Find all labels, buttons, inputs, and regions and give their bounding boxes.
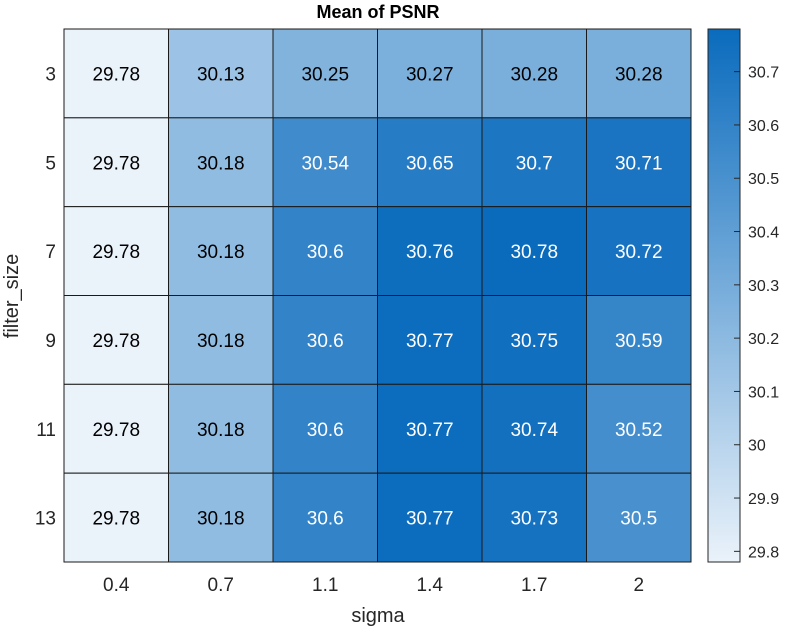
y-tick-label: 7 xyxy=(45,242,56,263)
cell-value-label: 30.71 xyxy=(615,153,663,174)
y-tick-label: 13 xyxy=(35,509,56,530)
cell-value-label: 30.18 xyxy=(197,509,245,530)
cell-value-label: 30.77 xyxy=(406,509,454,530)
cell-value-label: 29.78 xyxy=(92,242,140,263)
cell-value-label: 30.76 xyxy=(406,242,454,263)
cell-value-label: 29.78 xyxy=(92,331,140,352)
y-tick-label: 3 xyxy=(45,64,56,85)
heatmap-cell xyxy=(377,28,483,119)
heatmap-cell xyxy=(168,295,274,385)
cell-value-label: 30.18 xyxy=(197,242,245,263)
colorbar-tick-label: 30 xyxy=(748,438,766,455)
cell-value-label: 30.78 xyxy=(510,242,558,263)
heatmap-cell xyxy=(63,206,169,297)
heatmap-cell xyxy=(63,295,169,385)
colorbar-tick-label: 29.9 xyxy=(748,491,779,508)
heatmap-cell xyxy=(586,206,692,297)
heatmap-cell xyxy=(63,28,169,119)
colorbar xyxy=(707,28,741,563)
heatmap-cell xyxy=(272,295,378,385)
colorbar-tick-label: 30.2 xyxy=(748,331,779,348)
cell-value-label: 30.7 xyxy=(516,153,553,174)
cell-value-label: 30.65 xyxy=(406,153,454,174)
cell-value-label: 30.73 xyxy=(510,509,558,530)
cell-value-label: 30.54 xyxy=(301,153,349,174)
y-axis-label: filter_size xyxy=(1,254,23,338)
cell-value-label: 30.6 xyxy=(307,242,344,263)
x-tick-labels: 0.4 0.7 1.1 1.4 1.7 2 xyxy=(103,575,644,596)
x-tick-label: 1.7 xyxy=(521,575,547,596)
heatmap-cell xyxy=(586,383,692,474)
heatmap-cell xyxy=(272,206,378,297)
heatmap-cell xyxy=(272,28,378,119)
chart-title: Mean of PSNR xyxy=(316,2,439,22)
cell-value-label: 30.18 xyxy=(197,420,245,441)
cell-value-label: 30.59 xyxy=(615,331,663,352)
heatmap-cell xyxy=(481,383,587,474)
cell-value-label: 30.28 xyxy=(615,64,663,85)
cell-value-label: 30.52 xyxy=(615,420,663,441)
cell-value-label: 30.74 xyxy=(510,420,558,441)
colorbar-tick-label: 30.7 xyxy=(748,65,779,82)
y-tick-labels: 3 5 7 9 11 13 xyxy=(35,64,56,529)
heatmap-cell xyxy=(481,206,587,297)
heatmap-cell xyxy=(586,28,692,119)
heatmap-cell xyxy=(377,383,483,474)
cell-value-label: 30.25 xyxy=(301,64,349,85)
cell-value-label: 30.75 xyxy=(510,331,558,352)
cell-value-label: 30.77 xyxy=(406,420,454,441)
heatmap-cell xyxy=(586,295,692,385)
heatmap-cell xyxy=(377,472,483,563)
cell-value-label: 30.18 xyxy=(197,153,245,174)
colorbar-tick-label: 30.1 xyxy=(748,384,779,401)
heatmap-cell xyxy=(481,28,587,119)
x-tick-label: 1.4 xyxy=(417,575,444,596)
colorbar-ticks: 29.8 29.9 30 30.1 30.2 30.3 30.4 30.5 30.6 30.7 xyxy=(734,65,779,561)
heatmap-cell xyxy=(168,117,274,208)
cell-value-label: 30.18 xyxy=(197,331,245,352)
heatmap-cell xyxy=(63,383,169,474)
colorbar-tick-label: 30.6 xyxy=(748,118,779,135)
heatmap-cell xyxy=(168,28,274,119)
colorbar-tick-label: 29.8 xyxy=(748,544,779,561)
x-axis-label: sigma xyxy=(351,605,405,627)
cell-value-label: 29.78 xyxy=(92,509,140,530)
y-tick-label: 5 xyxy=(45,153,56,174)
x-tick-label: 2 xyxy=(633,575,644,596)
cell-value-label: 30.6 xyxy=(307,420,344,441)
colorbar-tick-label: 30.5 xyxy=(748,171,779,188)
y-tick-label: 9 xyxy=(45,331,56,352)
cell-value-label: 30.28 xyxy=(510,64,558,85)
cell-value-label: 29.78 xyxy=(92,64,140,85)
heatmap-cell xyxy=(63,472,169,563)
x-tick-label: 0.4 xyxy=(103,575,130,596)
heatmap-cell xyxy=(272,383,378,474)
heatmap-cell xyxy=(377,295,483,385)
cell-value-label: 30.27 xyxy=(406,64,454,85)
x-tick-label: 1.1 xyxy=(312,575,338,596)
heatmap-cell xyxy=(168,206,274,297)
heatmap-cell xyxy=(377,117,483,208)
heatmap-cell xyxy=(377,206,483,297)
x-tick-label: 0.7 xyxy=(208,575,234,596)
cell-value-label: 30.77 xyxy=(406,331,454,352)
cell-value-label: 29.78 xyxy=(92,153,140,174)
cell-value-label: 30.5 xyxy=(620,509,657,530)
heatmap-cell xyxy=(586,117,692,208)
heatmap-cell xyxy=(481,472,587,563)
heatmap-cell xyxy=(481,295,587,385)
heatmap-cell xyxy=(586,472,692,563)
cell-value-label: 30.6 xyxy=(307,331,344,352)
colorbar-tick-label: 30.3 xyxy=(748,278,779,295)
y-tick-label: 11 xyxy=(36,420,56,441)
colorbar-tick-label: 30.4 xyxy=(748,225,779,242)
cell-value-label: 30.13 xyxy=(197,64,245,85)
cell-value-label: 30.72 xyxy=(615,242,663,263)
cell-value-label: 30.6 xyxy=(307,509,344,530)
heatmap-cells: 29.78 30.13 30.25 30.27 30.28 30.28 29.78 30.18… xyxy=(63,28,692,563)
cell-value-label: 29.78 xyxy=(92,420,140,441)
